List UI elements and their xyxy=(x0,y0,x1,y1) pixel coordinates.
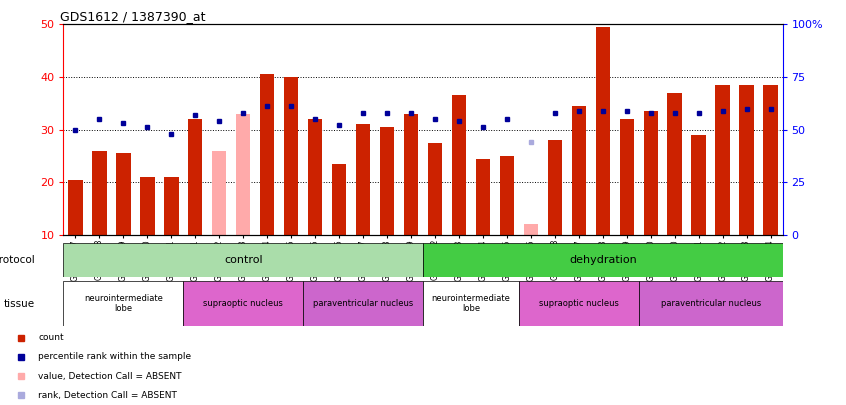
Text: rank, Detection Call = ABSENT: rank, Detection Call = ABSENT xyxy=(38,391,177,400)
Bar xyxy=(619,119,634,235)
Text: neurointermediate
lobe: neurointermediate lobe xyxy=(84,294,162,313)
Bar xyxy=(380,127,394,235)
Bar xyxy=(332,164,346,235)
Bar xyxy=(639,281,783,326)
Bar xyxy=(423,281,519,326)
Bar xyxy=(184,281,303,326)
Bar xyxy=(500,156,514,235)
Bar xyxy=(739,85,754,235)
Bar xyxy=(691,135,706,235)
Bar xyxy=(423,243,783,277)
Bar xyxy=(116,153,130,235)
Bar xyxy=(284,77,299,235)
Bar xyxy=(308,119,322,235)
Bar xyxy=(404,114,418,235)
Bar xyxy=(236,114,250,235)
Bar xyxy=(452,96,466,235)
Text: paraventricular nucleus: paraventricular nucleus xyxy=(313,299,413,308)
Bar xyxy=(260,75,274,235)
Bar xyxy=(519,281,639,326)
Bar xyxy=(547,140,562,235)
Bar xyxy=(356,124,371,235)
Bar xyxy=(524,224,538,235)
Bar xyxy=(164,177,179,235)
Bar xyxy=(572,106,586,235)
Bar xyxy=(140,177,155,235)
Bar xyxy=(303,281,423,326)
Bar xyxy=(188,119,202,235)
Bar xyxy=(716,85,730,235)
Bar xyxy=(63,281,184,326)
Text: neurointermediate
lobe: neurointermediate lobe xyxy=(431,294,510,313)
Text: value, Detection Call = ABSENT: value, Detection Call = ABSENT xyxy=(38,372,182,381)
Bar xyxy=(667,93,682,235)
Bar xyxy=(69,180,83,235)
Text: count: count xyxy=(38,333,63,342)
Bar xyxy=(475,159,490,235)
Text: GDS1612 / 1387390_at: GDS1612 / 1387390_at xyxy=(60,10,206,23)
Text: supraoptic nucleus: supraoptic nucleus xyxy=(539,299,618,308)
Text: paraventricular nucleus: paraventricular nucleus xyxy=(661,299,761,308)
Bar xyxy=(428,143,442,235)
Bar xyxy=(596,27,610,235)
Text: protocol: protocol xyxy=(0,255,35,265)
Bar xyxy=(644,111,658,235)
Text: tissue: tissue xyxy=(3,299,35,309)
Text: percentile rank within the sample: percentile rank within the sample xyxy=(38,352,191,361)
Text: supraoptic nucleus: supraoptic nucleus xyxy=(203,299,283,308)
Bar xyxy=(92,151,107,235)
Bar xyxy=(63,243,423,277)
Bar xyxy=(212,151,227,235)
Bar xyxy=(763,85,777,235)
Text: control: control xyxy=(224,255,262,265)
Text: dehydration: dehydration xyxy=(569,255,637,265)
